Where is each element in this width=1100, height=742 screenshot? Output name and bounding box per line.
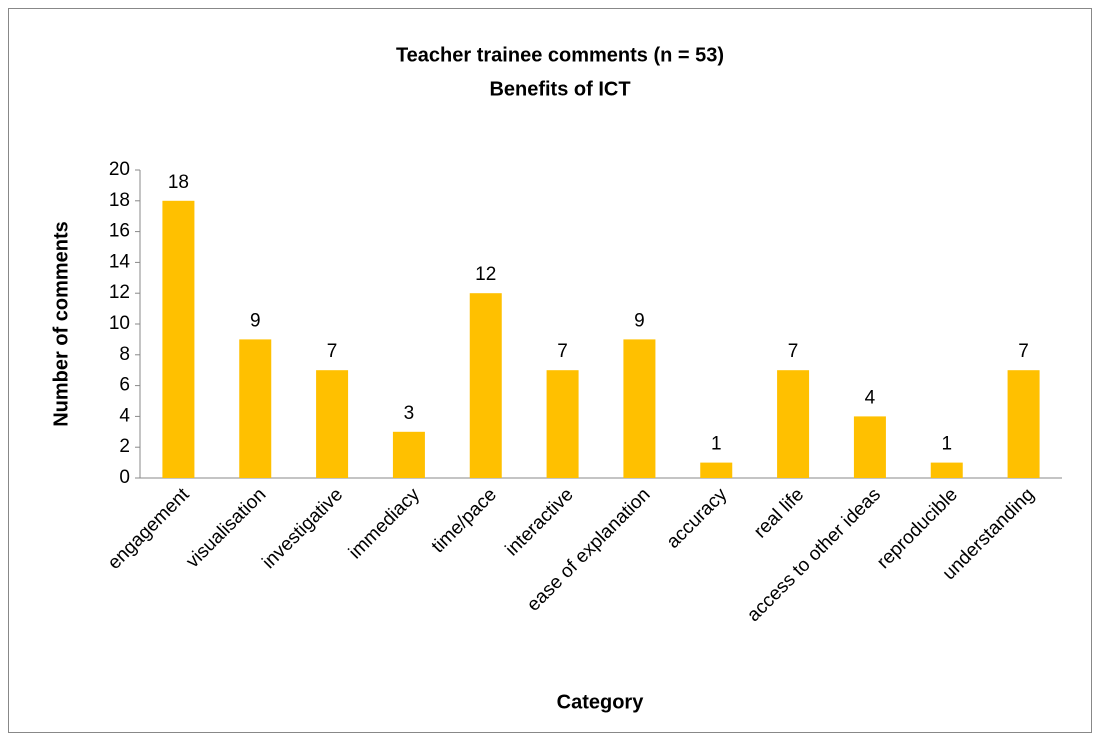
bar bbox=[777, 370, 810, 478]
chart-subtitle: Benefits of ICT bbox=[489, 78, 630, 100]
y-tick-label: 16 bbox=[109, 221, 130, 242]
bar bbox=[930, 462, 963, 478]
bar bbox=[700, 462, 733, 478]
bar bbox=[162, 200, 195, 479]
y-tick-label: 12 bbox=[109, 282, 130, 303]
data-label: 1 bbox=[711, 434, 722, 455]
data-label: 12 bbox=[475, 264, 496, 285]
data-label: 7 bbox=[788, 341, 799, 362]
bar bbox=[1007, 370, 1040, 478]
bar bbox=[853, 416, 886, 478]
data-label: 1 bbox=[941, 434, 952, 455]
y-tick-label: 14 bbox=[109, 251, 131, 272]
bar bbox=[239, 339, 272, 478]
y-axis-label: Number of comments bbox=[50, 221, 72, 427]
bar bbox=[469, 293, 502, 478]
data-label: 7 bbox=[557, 341, 568, 362]
y-tick-label: 2 bbox=[119, 436, 130, 457]
data-label: 4 bbox=[865, 387, 876, 408]
y-tick-label: 8 bbox=[119, 344, 130, 365]
data-label: 18 bbox=[168, 172, 189, 193]
y-tick-label: 4 bbox=[119, 405, 130, 426]
y-tick-label: 10 bbox=[109, 313, 130, 334]
bar bbox=[546, 370, 579, 478]
data-label: 9 bbox=[250, 310, 261, 331]
bar bbox=[623, 339, 656, 478]
bar bbox=[316, 370, 349, 478]
data-label: 9 bbox=[634, 310, 645, 331]
bar bbox=[392, 431, 425, 478]
y-tick-label: 0 bbox=[119, 467, 130, 488]
y-tick-label: 6 bbox=[119, 375, 130, 396]
x-axis-label: Category bbox=[557, 691, 645, 713]
data-label: 3 bbox=[404, 403, 415, 424]
y-tick-label: 20 bbox=[109, 159, 130, 180]
y-tick-label: 18 bbox=[109, 190, 130, 211]
chart-title: Teacher trainee comments (n = 53) bbox=[396, 44, 724, 66]
data-label: 7 bbox=[1018, 341, 1029, 362]
data-label: 7 bbox=[327, 341, 338, 362]
